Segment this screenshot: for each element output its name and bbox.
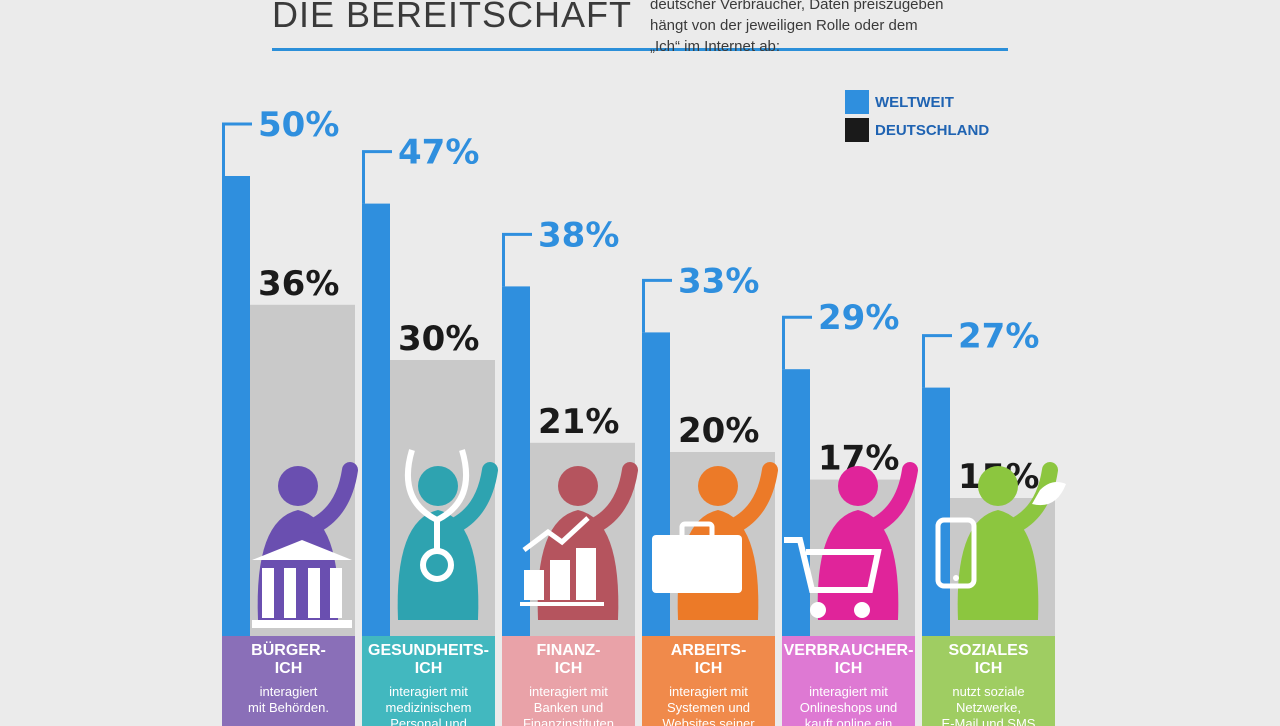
person-arm-icon — [588, 462, 638, 533]
person-head-icon — [278, 466, 318, 506]
value-label-deutschland: 30% — [398, 319, 479, 359]
bar-weltweit — [222, 176, 250, 636]
person-head-icon — [698, 466, 738, 506]
page-title: DIE BEREITSCHAFT — [272, 0, 633, 35]
category-panel: ARBEITS- ICH interagiert mit Systemen und… — [642, 636, 775, 726]
legend-item-deutschland: DEUTSCHLAND — [845, 116, 989, 144]
value-label-deutschland: 20% — [678, 411, 759, 451]
label-connector — [502, 232, 532, 287]
value-label-weltweit: 27% — [958, 317, 1039, 357]
person-arm-icon — [868, 462, 918, 533]
stethoscope-icon — [404, 449, 470, 582]
government-building-icon — [252, 540, 352, 628]
intro-text: deutscher Verbraucher, Daten preiszugebe… — [650, 0, 944, 55]
category-name: SOZIALES ICH — [948, 642, 1029, 677]
briefcase-icon — [652, 521, 742, 593]
value-label-weltweit: 38% — [538, 215, 619, 255]
person-head-icon — [418, 466, 458, 506]
bar-weltweit — [782, 369, 810, 636]
person-body-icon — [957, 510, 1039, 620]
person-head-icon — [558, 466, 598, 506]
person-arm-icon — [728, 462, 778, 533]
category-name: GESUNDHEITS- ICH — [368, 642, 489, 677]
category-panel: SOZIALES ICH nutzt soziale Netzwerke, E-M… — [922, 636, 1055, 726]
value-label-weltweit: 29% — [818, 298, 899, 338]
value-label-weltweit: 50% — [258, 105, 339, 145]
value-label-deutschland: 36% — [258, 264, 339, 304]
value-label-weltweit: 33% — [678, 261, 759, 301]
chart-legend: WELTWEIT DEUTSCHLAND — [845, 88, 989, 144]
value-label-weltweit: 47% — [398, 133, 479, 173]
category-name: BÜRGER- ICH — [251, 642, 326, 677]
category-description: interagiert mit Behörden. — [248, 684, 329, 715]
category-panel: VERBRAUCHER- ICH interagiert mit Onlinesh… — [782, 636, 915, 726]
person-body-icon — [397, 510, 479, 620]
label-connector — [222, 122, 252, 176]
label-connector — [782, 315, 812, 370]
bar-weltweit — [922, 387, 950, 636]
person-head-icon — [978, 466, 1018, 506]
category-panel: GESUNDHEITS- ICH interagiert mit medizini… — [362, 636, 495, 726]
finance-growth-icon — [520, 516, 604, 606]
value-label-deutschland: 21% — [538, 402, 619, 442]
shopping-cart-icon — [784, 537, 882, 618]
legend-item-weltweit: WELTWEIT — [845, 88, 989, 116]
category-name: ARBEITS- ICH — [670, 642, 747, 677]
person-head-icon — [838, 466, 878, 506]
category-name: VERBRAUCHER- ICH — [783, 642, 914, 677]
legend-swatch-weltweit — [845, 90, 869, 114]
category-panel: BÜRGER- ICH interagiert mit Behörden. — [222, 636, 355, 726]
label-connector — [362, 150, 392, 204]
person-arm-icon — [308, 462, 358, 533]
header-divider — [272, 48, 1008, 51]
label-connector — [642, 278, 672, 333]
category-name: FINANZ- ICH — [536, 642, 601, 677]
smartphone-twitter-icon — [935, 482, 1066, 589]
label-connector — [922, 334, 952, 388]
category-panel: FINANZ- ICH interagiert mit Banken und Fi… — [502, 636, 635, 726]
bar-weltweit — [362, 203, 390, 636]
legend-swatch-deutschland — [845, 118, 869, 142]
legend-label-weltweit: WELTWEIT — [875, 93, 954, 111]
legend-label-deutschland: DEUTSCHLAND — [875, 121, 990, 139]
person-arm-icon — [448, 462, 498, 533]
